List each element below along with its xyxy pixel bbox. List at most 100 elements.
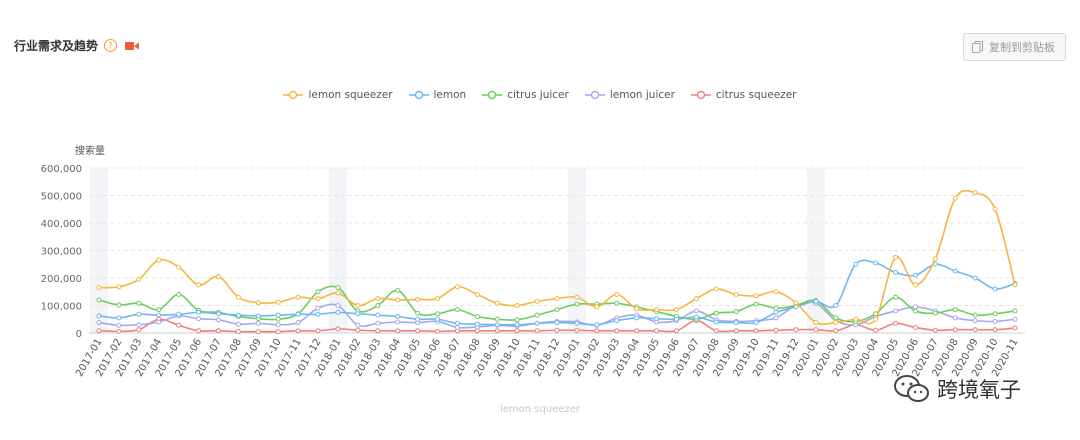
data-point — [992, 286, 998, 292]
data-point — [634, 328, 640, 334]
data-point — [773, 327, 779, 333]
data-point — [295, 328, 301, 334]
data-point — [275, 329, 281, 335]
data-point — [255, 329, 261, 335]
data-point — [156, 257, 162, 263]
data-point — [395, 297, 401, 303]
data-point — [713, 328, 719, 334]
data-point — [235, 294, 241, 300]
data-point — [275, 299, 281, 305]
data-point — [893, 270, 899, 275]
data-point — [853, 316, 859, 322]
data-point — [136, 327, 142, 333]
data-point — [295, 320, 301, 326]
data-point — [992, 311, 998, 317]
data-point — [753, 328, 759, 334]
data-point — [693, 296, 699, 302]
data-point — [474, 314, 480, 319]
data-point — [514, 317, 520, 323]
data-point — [574, 294, 580, 300]
data-point — [335, 285, 341, 291]
data-point — [893, 254, 899, 260]
legend-marker-icon — [408, 90, 429, 100]
chart-legend: lemon squeezer lemon citrus juicer lemon ju… — [0, 89, 1080, 101]
watermark-text: 跨境氧子 — [937, 378, 1021, 402]
data-point — [534, 312, 540, 318]
help-icon[interactable]: ? — [104, 39, 118, 52]
data-point — [853, 261, 859, 267]
legend-item[interactable]: lemon — [408, 89, 467, 101]
data-point — [932, 327, 938, 333]
data-point — [255, 320, 261, 326]
copy-to-clipboard-button[interactable]: 复制到剪贴板 — [963, 33, 1066, 61]
data-point — [733, 320, 739, 326]
data-point — [912, 282, 918, 288]
legend-item[interactable]: citrus juicer — [482, 89, 569, 101]
data-point — [435, 296, 441, 302]
data-point — [494, 328, 500, 334]
highlight-band — [806, 168, 825, 333]
data-point — [1012, 325, 1018, 331]
watermark: 跨境氧子 — [893, 374, 1021, 404]
data-point — [295, 311, 301, 317]
data-point — [952, 268, 958, 274]
data-point — [733, 309, 739, 315]
data-point — [614, 300, 620, 306]
legend-marker-icon — [283, 90, 304, 100]
data-point — [952, 307, 958, 313]
data-point — [136, 276, 142, 282]
data-point — [335, 303, 341, 308]
data-point — [514, 328, 520, 334]
data-point — [494, 322, 500, 328]
data-point — [713, 319, 719, 325]
data-point — [315, 311, 321, 317]
series-lemon-squeezer — [96, 189, 1018, 326]
data-point — [1012, 316, 1018, 322]
data-point — [355, 303, 361, 308]
data-point — [673, 307, 679, 313]
data-point — [435, 311, 441, 317]
data-point — [952, 327, 958, 333]
data-point — [156, 312, 162, 318]
data-point — [773, 289, 779, 295]
legend-marker-icon — [690, 90, 711, 100]
legend-item[interactable]: citrus squeezer — [690, 89, 797, 101]
data-point — [176, 264, 182, 270]
series-citrus-juicer — [96, 285, 1018, 324]
data-point — [534, 328, 540, 334]
data-point — [893, 320, 899, 326]
data-point — [454, 325, 460, 330]
data-point — [156, 307, 162, 313]
data-point — [793, 327, 799, 333]
y-axis-label: 搜索量 — [75, 144, 105, 157]
data-point — [873, 316, 879, 322]
data-point — [952, 315, 958, 321]
legend-marker-icon — [584, 90, 605, 100]
data-point — [375, 328, 381, 334]
data-point — [196, 309, 202, 315]
data-point — [235, 321, 241, 327]
data-point — [773, 305, 779, 311]
data-point — [96, 297, 102, 303]
data-point — [335, 326, 341, 332]
data-point — [873, 327, 879, 333]
data-point — [554, 327, 560, 333]
highlight-band — [567, 168, 586, 333]
legend-item[interactable]: lemon juicer — [584, 89, 675, 101]
legend-item[interactable]: lemon squeezer — [283, 89, 393, 101]
data-point — [375, 320, 381, 326]
data-point — [395, 287, 401, 293]
legend-label: citrus squeezer — [715, 89, 797, 101]
video-icon[interactable] — [125, 36, 140, 55]
series-lemon — [96, 259, 1018, 328]
wechat-icon — [894, 375, 929, 402]
y-tick-label: 200,000 — [41, 274, 82, 285]
copy-button-label: 复制到剪贴板 — [989, 41, 1055, 54]
data-point — [315, 328, 321, 334]
data-point — [435, 316, 441, 322]
data-point — [733, 292, 739, 297]
legend-label: lemon — [433, 89, 467, 101]
data-point — [96, 328, 102, 334]
data-point — [932, 310, 938, 316]
data-point — [514, 303, 520, 308]
